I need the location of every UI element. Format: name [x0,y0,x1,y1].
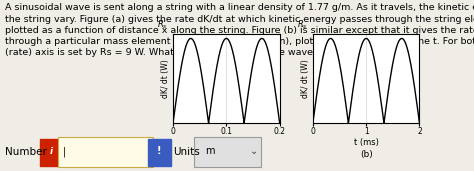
Text: ⌄: ⌄ [249,146,258,156]
FancyBboxPatch shape [194,137,261,167]
Text: m: m [205,146,214,156]
Text: (a): (a) [220,150,233,159]
FancyBboxPatch shape [148,139,171,166]
Text: (b): (b) [360,150,373,159]
Y-axis label: dK/ dt (W): dK/ dt (W) [161,59,170,98]
X-axis label: x (m): x (m) [215,138,237,147]
Text: i: i [50,147,53,156]
Text: $R_s$: $R_s$ [157,18,168,31]
FancyBboxPatch shape [40,139,63,166]
Text: $R_s$: $R_s$ [297,18,308,31]
FancyBboxPatch shape [58,137,153,167]
Text: Units: Units [173,147,200,157]
Text: !: ! [157,146,162,156]
Text: A sinusoidal wave is sent along a string with a linear density of 1.77 g/m. As i: A sinusoidal wave is sent along a string… [5,3,474,57]
Text: Number: Number [5,147,46,157]
X-axis label: t (ms): t (ms) [354,138,379,147]
Text: |: | [63,146,66,157]
Y-axis label: dK/ dt (W): dK/ dt (W) [301,59,310,98]
